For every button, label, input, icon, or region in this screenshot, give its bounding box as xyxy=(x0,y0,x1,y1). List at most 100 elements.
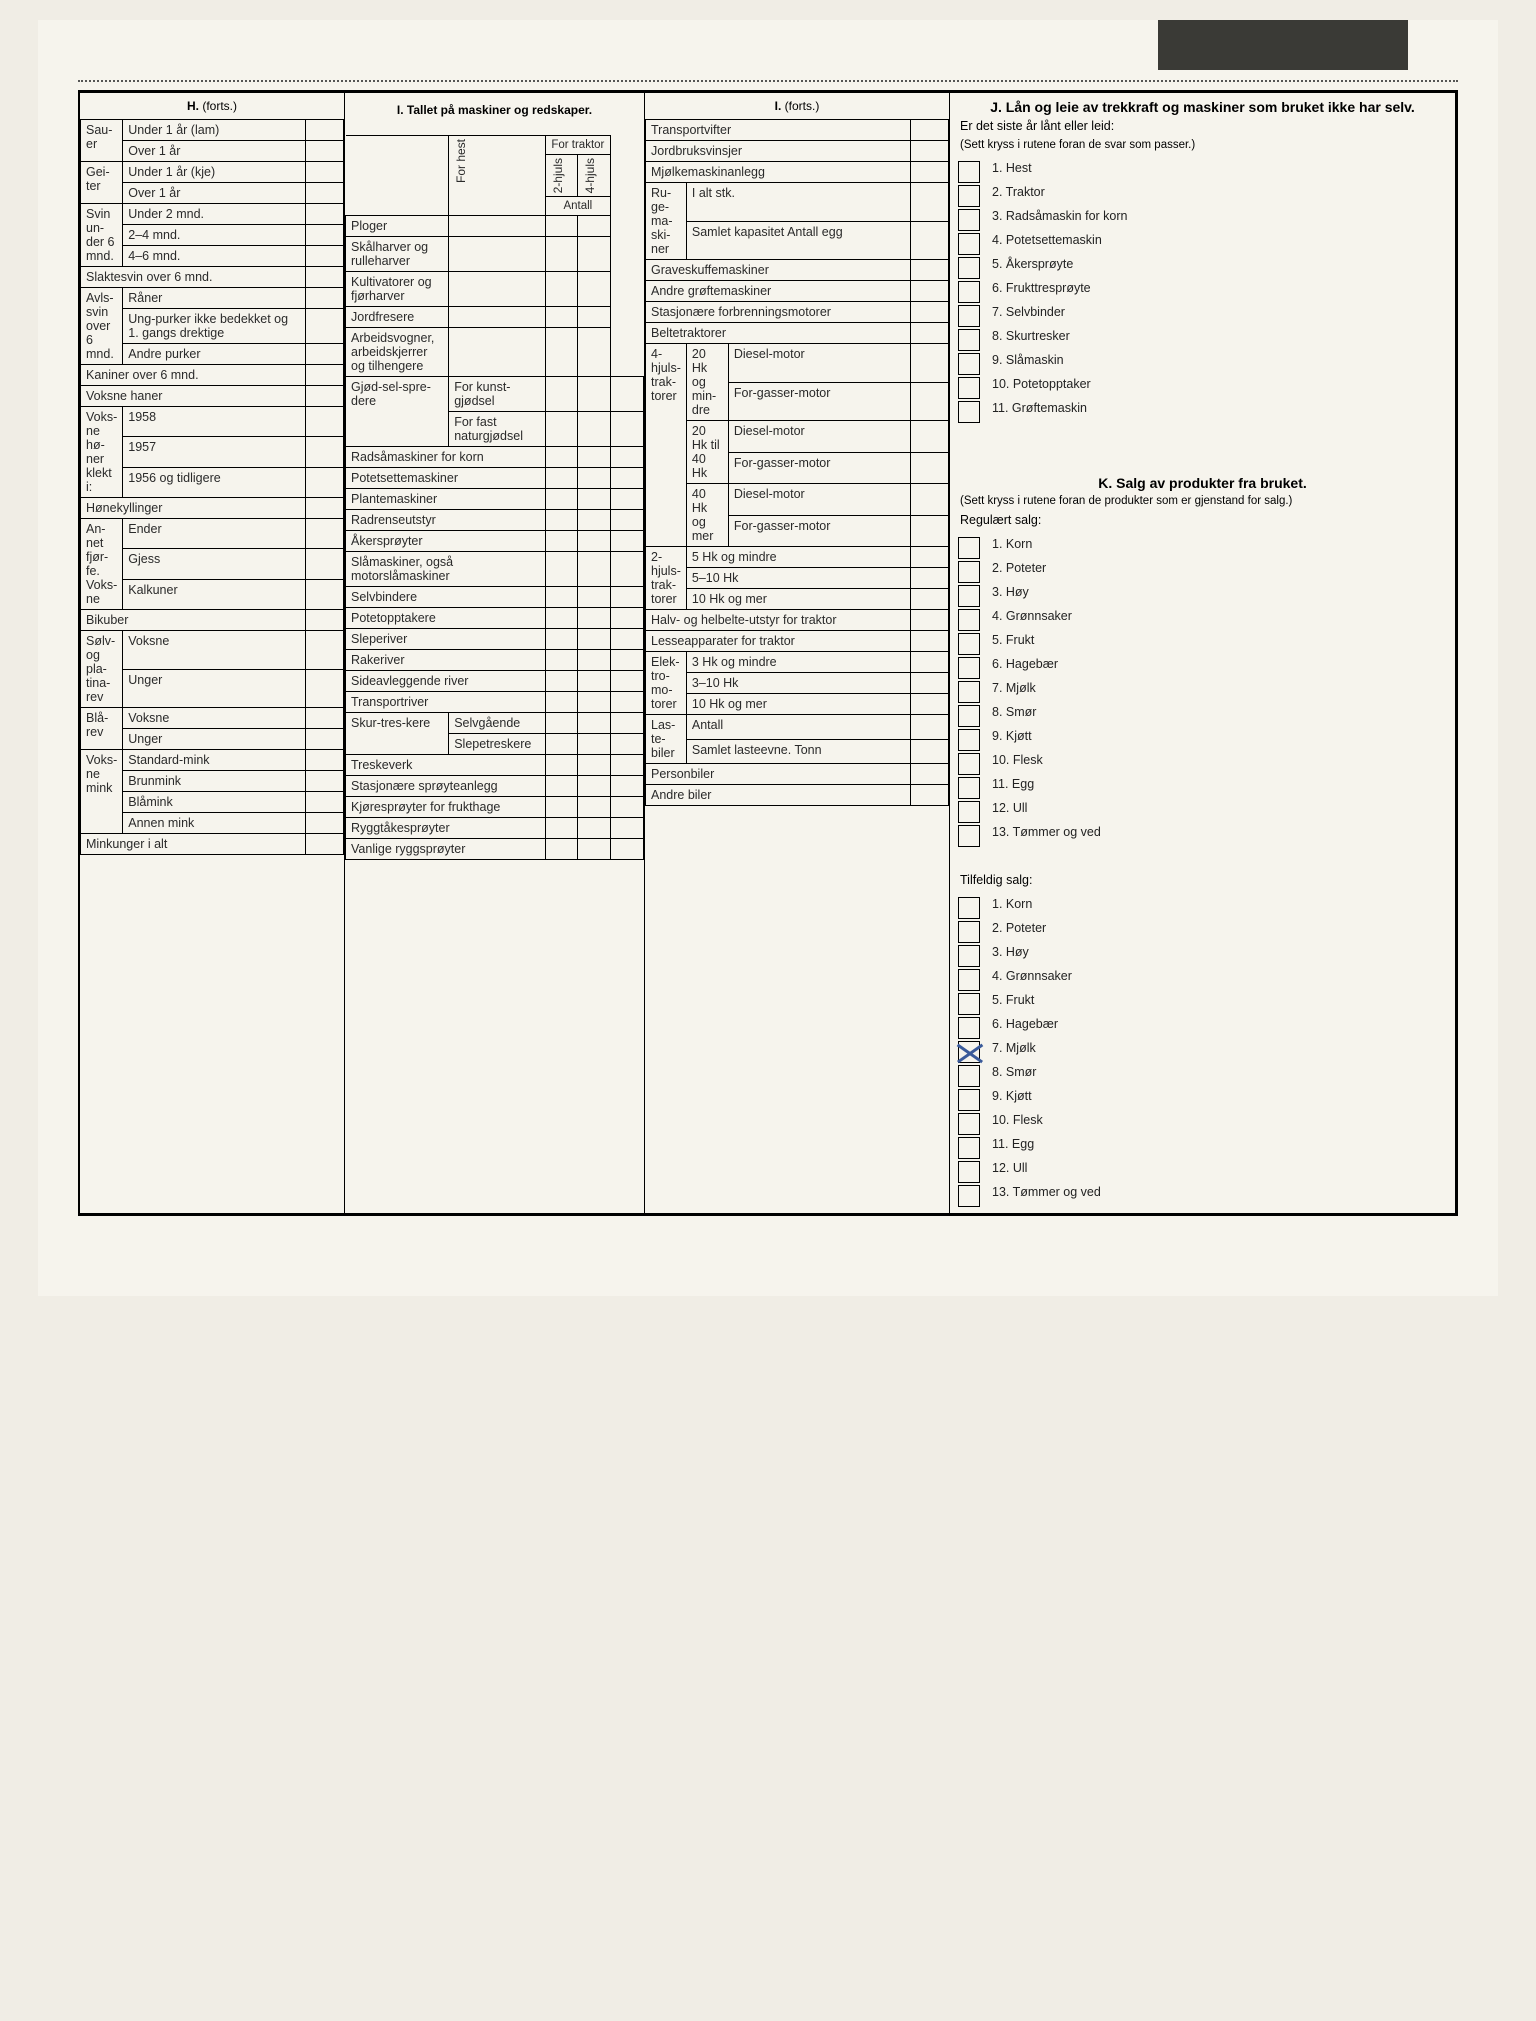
check-row: 4. Grønnsaker xyxy=(958,969,1447,991)
check-label: 9. Slåmaskin xyxy=(992,353,1064,367)
col-k-note: (Sett kryss i rutene foran de produkter … xyxy=(950,493,1455,511)
check-label: 2. Poteter xyxy=(992,561,1046,575)
checkbox[interactable] xyxy=(958,209,980,231)
value-cell[interactable] xyxy=(306,162,344,183)
checkbox[interactable] xyxy=(958,825,980,847)
checkbox[interactable] xyxy=(958,993,980,1015)
check-label: 6. Hagebær xyxy=(992,1017,1058,1031)
checkbox[interactable] xyxy=(958,257,980,279)
spacer xyxy=(950,429,1455,469)
checkbox[interactable] xyxy=(958,945,980,967)
check-row: 9. Kjøtt xyxy=(958,1089,1447,1111)
value-cell[interactable] xyxy=(306,204,344,225)
check-label: 12. Ull xyxy=(992,1161,1027,1175)
check-label: 7. Mjølk xyxy=(992,681,1036,695)
main-frame: H. (forts.) Sau-erUnder 1 år (lam)Over 1… xyxy=(78,90,1458,1216)
col-k-reg-list: 1. Korn2. Poteter3. Høy4. Grønnsaker5. F… xyxy=(950,531,1455,853)
col-k-title: K. Salg av produkter fra bruket. xyxy=(950,469,1455,493)
checkbox[interactable] xyxy=(958,1137,980,1159)
value-cell[interactable] xyxy=(306,225,344,246)
checkbox[interactable] xyxy=(958,1041,980,1063)
check-row: 1. Korn xyxy=(958,537,1447,559)
check-label: 13. Tømmer og ved xyxy=(992,1185,1101,1199)
value-cell[interactable] xyxy=(306,120,344,141)
check-row: 9. Kjøtt xyxy=(958,729,1447,751)
check-label: 3. Høy xyxy=(992,585,1029,599)
check-row: 10. Potetopptaker xyxy=(958,377,1447,399)
checkbox[interactable] xyxy=(958,1017,980,1039)
checkbox[interactable] xyxy=(958,281,980,303)
check-row: 4. Grønnsaker xyxy=(958,609,1447,631)
checkbox[interactable] xyxy=(958,1161,980,1183)
value-cell[interactable] xyxy=(306,141,344,162)
check-label: 8. Smør xyxy=(992,1065,1036,1079)
check-row: 6. Hagebær xyxy=(958,1017,1447,1039)
check-row: 2. Poteter xyxy=(958,561,1447,583)
check-label: 11. Grøftemaskin xyxy=(992,401,1087,415)
checkbox[interactable] xyxy=(958,801,980,823)
checkbox[interactable] xyxy=(958,1065,980,1087)
checkbox[interactable] xyxy=(958,705,980,727)
value-cell[interactable] xyxy=(306,246,344,267)
checkbox[interactable] xyxy=(958,1113,980,1135)
checkbox[interactable] xyxy=(958,897,980,919)
checkbox[interactable] xyxy=(958,353,980,375)
check-row: 12. Ull xyxy=(958,801,1447,823)
checkbox[interactable] xyxy=(958,377,980,399)
checkbox[interactable] xyxy=(958,729,980,751)
checkbox[interactable] xyxy=(958,681,980,703)
checkbox[interactable] xyxy=(958,1185,980,1207)
checkbox[interactable] xyxy=(958,657,980,679)
col-j-list: 1. Hest 2. Traktor 3. Radsåmaskin for korn… xyxy=(950,155,1455,429)
col-h-title-bold: H. xyxy=(187,99,199,113)
check-row: 3. Høy xyxy=(958,945,1447,967)
check-label: 1. Korn xyxy=(992,537,1032,551)
value-cell[interactable] xyxy=(306,183,344,204)
checkbox[interactable] xyxy=(958,1089,980,1111)
checkbox[interactable] xyxy=(958,753,980,775)
checkbox[interactable] xyxy=(958,305,980,327)
check-label: 4. Potetsettemaskin xyxy=(992,233,1102,247)
checkbox[interactable] xyxy=(958,585,980,607)
check-row: 5. Åkersprøyte xyxy=(958,257,1447,279)
check-label: 5. Åkersprøyte xyxy=(992,257,1073,271)
check-label: 7. Selvbinder xyxy=(992,305,1065,319)
column-i2: I. (forts.) TransportvifterJordbruksvins… xyxy=(645,93,950,1213)
check-row: 8. Smør xyxy=(958,705,1447,727)
check-row: 6. Frukttresprøyte xyxy=(958,281,1447,303)
check-label: 2. Traktor xyxy=(992,185,1045,199)
checkbox[interactable] xyxy=(958,161,980,183)
check-label: 13. Tømmer og ved xyxy=(992,825,1101,839)
checkbox[interactable] xyxy=(958,633,980,655)
check-label: 7. Mjølk xyxy=(992,1041,1036,1055)
check-row: 7. Mjølk xyxy=(958,1041,1447,1063)
checkbox[interactable] xyxy=(958,329,980,351)
check-label: 4. Grønnsaker xyxy=(992,609,1072,623)
check-label: 11. Egg xyxy=(992,1137,1034,1151)
check-label: 2. Poteter xyxy=(992,921,1046,935)
checkbox[interactable] xyxy=(958,561,980,583)
checkbox[interactable] xyxy=(958,233,980,255)
check-label: 8. Skurtresker xyxy=(992,329,1070,343)
check-row: 1. Hest xyxy=(958,161,1447,183)
checkbox[interactable] xyxy=(958,969,980,991)
checkbox[interactable] xyxy=(958,401,980,423)
check-label: 9. Kjøtt xyxy=(992,1089,1032,1103)
checkbox[interactable] xyxy=(958,777,980,799)
check-row: 10. Flesk xyxy=(958,753,1447,775)
checkbox[interactable] xyxy=(958,537,980,559)
spacer2 xyxy=(950,853,1455,871)
check-label: 10. Flesk xyxy=(992,1113,1043,1127)
check-row: 5. Frukt xyxy=(958,993,1447,1015)
checkbox[interactable] xyxy=(958,185,980,207)
check-label: 6. Hagebær xyxy=(992,657,1058,671)
perforation-line xyxy=(78,80,1458,82)
check-row: 6. Hagebær xyxy=(958,657,1447,679)
check-row: 8. Skurtresker xyxy=(958,329,1447,351)
check-label: 11. Egg xyxy=(992,777,1034,791)
col-j-note: (Sett kryss i rutene foran de svar som p… xyxy=(950,137,1455,155)
check-label: 3. Radsåmaskin for korn xyxy=(992,209,1127,223)
checkbox[interactable] xyxy=(958,921,980,943)
column-jk: J. Lån og leie av trekkraft og maskiner … xyxy=(950,93,1455,1213)
checkbox[interactable] xyxy=(958,609,980,631)
